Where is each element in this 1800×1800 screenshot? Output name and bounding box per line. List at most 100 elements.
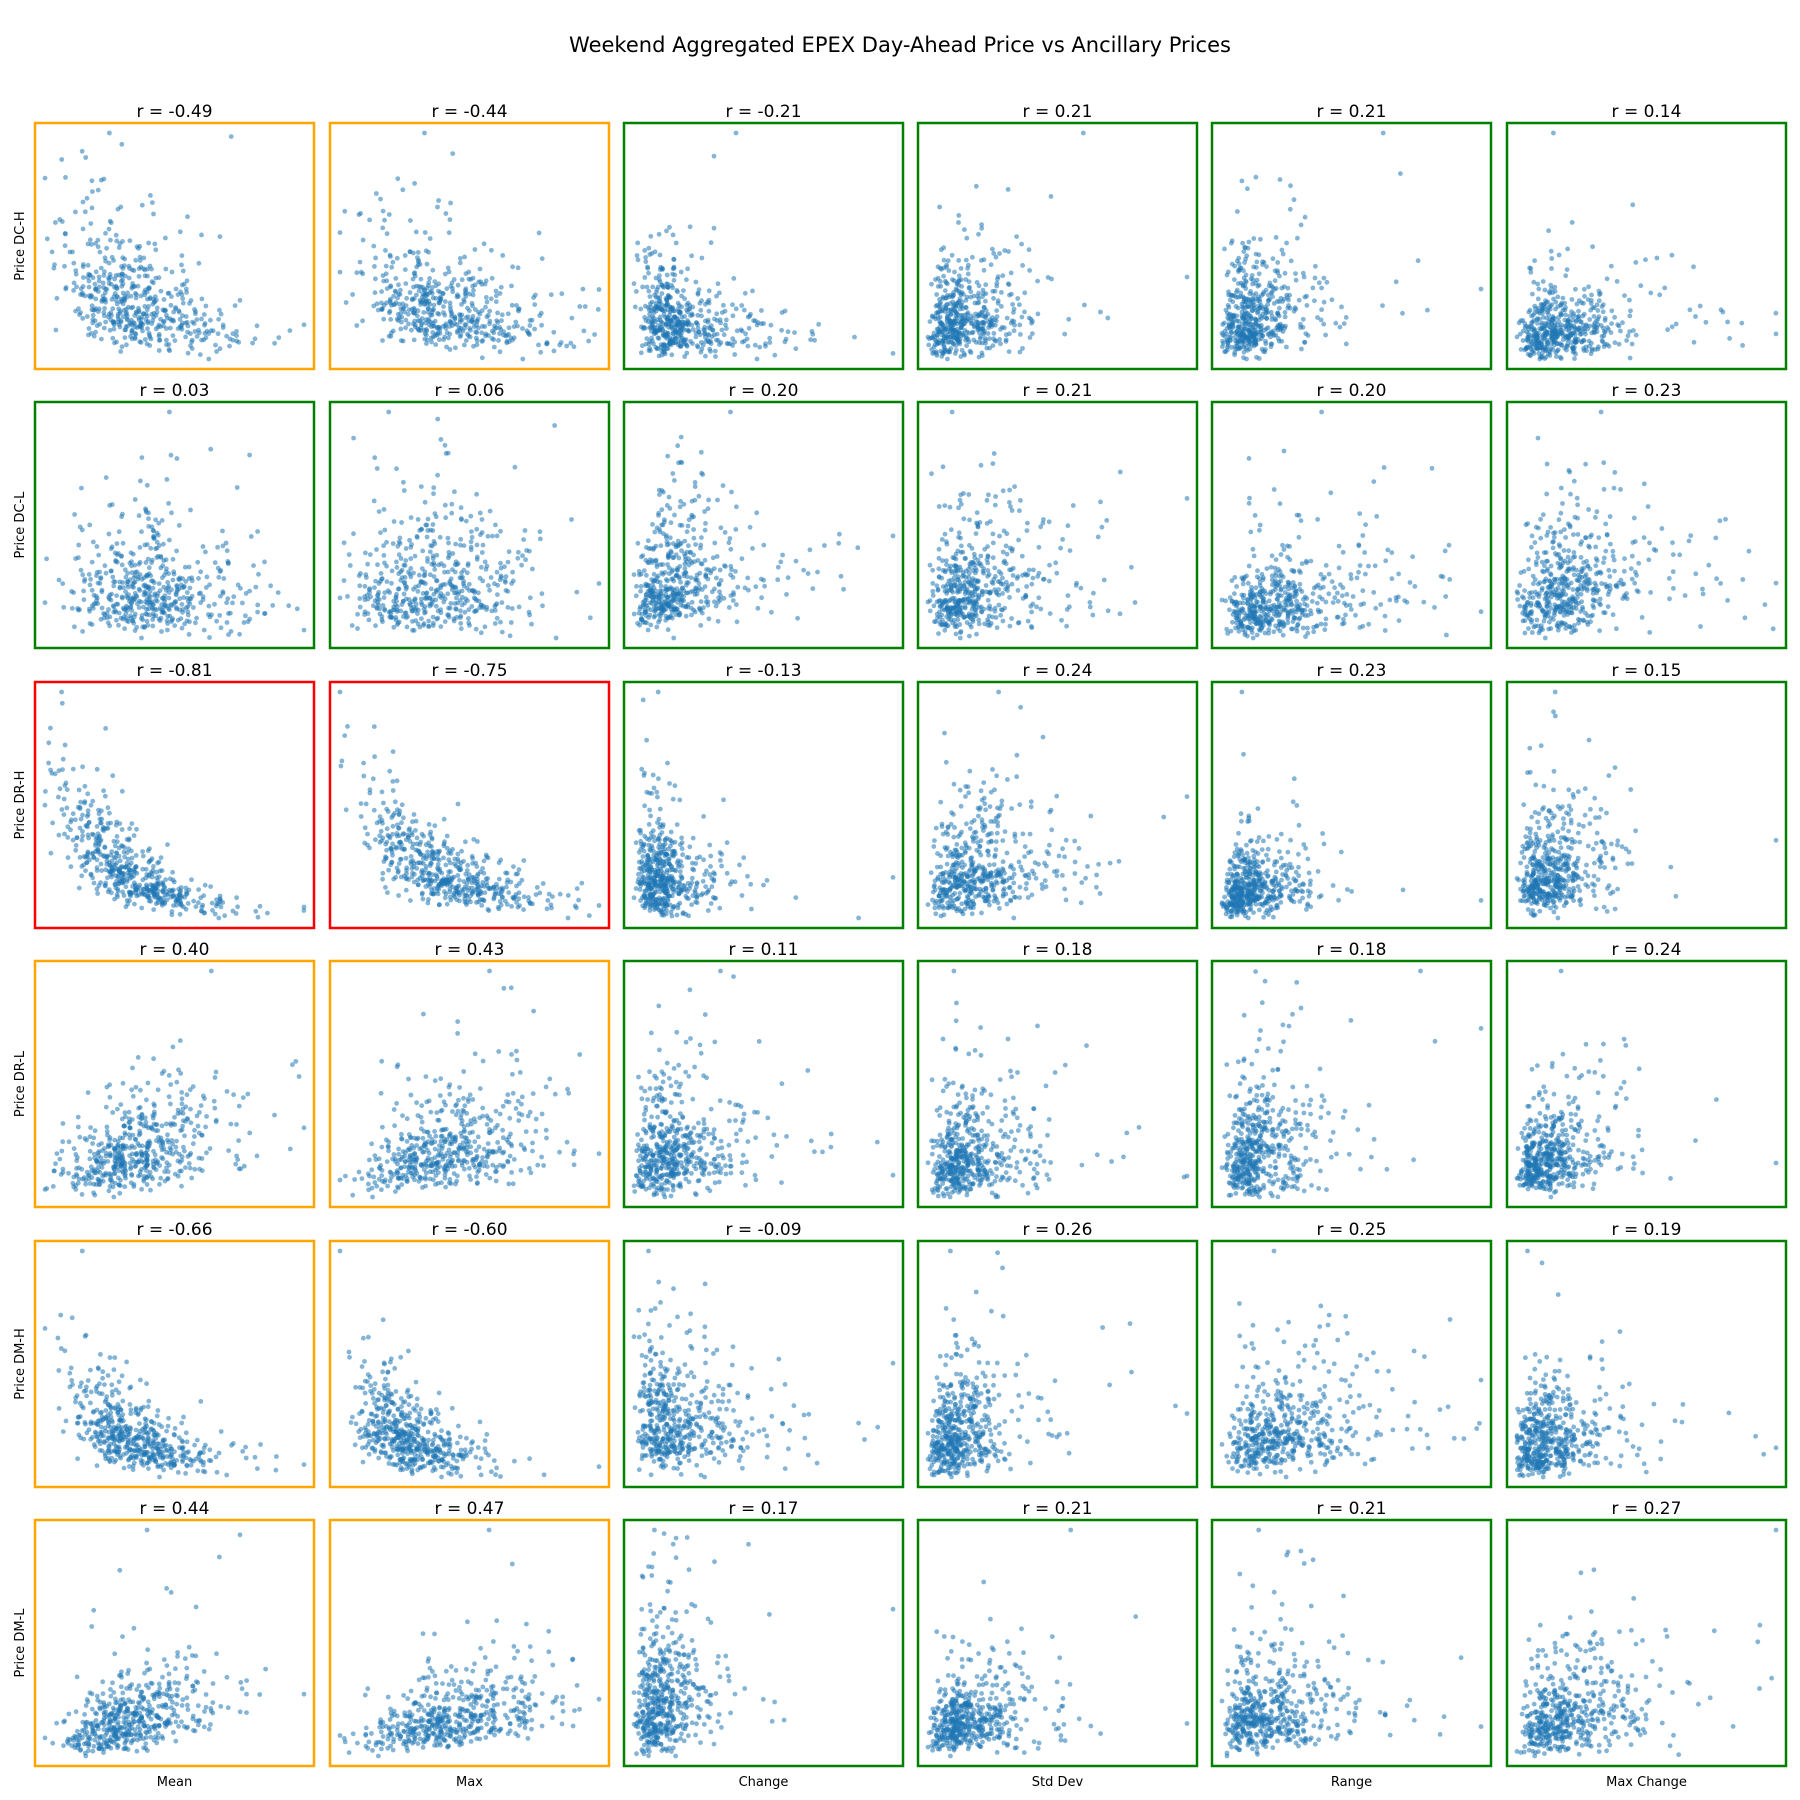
scatter-point [150, 617, 155, 622]
scatter-point [643, 259, 648, 264]
scatter-point [176, 577, 181, 582]
scatter-point [236, 583, 241, 588]
scatter-point [147, 343, 152, 348]
scatter-point [1082, 303, 1087, 308]
scatter-point [1253, 331, 1258, 336]
scatter-point [668, 587, 673, 592]
scatter-point [400, 575, 405, 580]
scatter-point [510, 264, 515, 269]
scatter-point [498, 291, 503, 296]
scatter-point [93, 330, 98, 335]
scatter-point [684, 614, 689, 619]
scatter-point [1053, 560, 1058, 565]
scatter-point [1278, 177, 1283, 182]
scatter-point [87, 285, 92, 290]
scatter-point [986, 598, 991, 603]
scatter-point [659, 307, 664, 312]
scatter-point [197, 261, 202, 266]
scatter-point [447, 230, 452, 235]
scatter-point [115, 602, 120, 607]
scatter-point [1311, 286, 1316, 291]
scatter-point [755, 323, 760, 328]
scatter-point [1571, 323, 1576, 328]
scatter-point [270, 603, 275, 608]
scatter-point [967, 634, 972, 639]
scatter-point [97, 322, 102, 327]
scatter-point [649, 589, 654, 594]
scatter-point [949, 613, 954, 618]
scatter-point [991, 461, 996, 466]
scatter-point [500, 600, 505, 605]
scatter-point [690, 499, 695, 504]
scatter-point [1655, 256, 1660, 261]
scatter-point [426, 280, 431, 285]
scatter-point [191, 605, 196, 610]
scatter-point [642, 275, 647, 280]
scatter-point [161, 324, 166, 329]
scatter-point [215, 545, 220, 550]
scatter-point [176, 308, 181, 313]
scatter-point [700, 472, 705, 477]
scatter-point [90, 189, 95, 194]
scatter-point [648, 623, 653, 628]
scatter-point [1275, 270, 1280, 275]
scatter-point [458, 256, 463, 261]
scatter-point [466, 270, 471, 275]
scatter-point [994, 318, 999, 323]
scatter-point [1006, 187, 1011, 192]
scatter-point [404, 615, 409, 620]
scatter-point [982, 305, 987, 310]
panel-grid: Price DC-Hr = -0.49 r = -0.44 r = -0.21 r =… [13, 102, 1786, 1790]
scatter-point [394, 466, 399, 471]
scatter-point [644, 336, 649, 341]
scatter-point [488, 509, 493, 514]
scatter-point [458, 261, 463, 266]
scatter-point [1342, 321, 1347, 326]
scatter-point [1552, 285, 1557, 290]
scatter-point [362, 594, 367, 599]
scatter-point [959, 323, 964, 328]
scatter-point [931, 593, 936, 598]
scatter-point [498, 349, 503, 354]
scatter-point [692, 536, 697, 541]
scatter-point [1557, 253, 1562, 258]
scatter-point [396, 282, 401, 287]
scatter-point [1562, 318, 1567, 323]
scatter-point [662, 608, 667, 613]
scatter-point [431, 522, 436, 527]
scatter-point [139, 294, 144, 299]
scatter-point [401, 480, 406, 485]
scatter-point [388, 609, 393, 614]
scatter-point [1529, 327, 1534, 332]
scatter-point [695, 573, 700, 578]
scatter-point [125, 571, 130, 576]
scatter-point [940, 537, 945, 542]
scatter-point [1104, 518, 1109, 523]
scatter-point [1017, 323, 1022, 328]
scatter-point [458, 537, 463, 542]
scatter-point [479, 330, 484, 335]
scatter-point [360, 318, 365, 323]
scatter-point [189, 340, 194, 345]
scatter-point [88, 237, 93, 242]
scatter-point [1283, 310, 1288, 315]
scatter-point [255, 323, 260, 328]
scatter-point [727, 540, 732, 545]
scatter-point [1074, 583, 1079, 588]
scatter-point [85, 314, 90, 319]
scatter-point [1612, 315, 1617, 320]
scatter-point [669, 520, 674, 525]
scatter-point [532, 327, 537, 332]
scatter-point [441, 310, 446, 315]
scatter-point [459, 302, 464, 307]
scatter-point [958, 636, 963, 641]
scatter-point [687, 329, 692, 334]
scatter-point [423, 596, 428, 601]
scatter-point [570, 316, 575, 321]
scatter-point [486, 313, 491, 318]
scatter-point [459, 576, 464, 581]
scatter-point [60, 219, 65, 224]
scatter-point [432, 541, 437, 546]
scatter-point [1236, 256, 1241, 261]
scatter-point [152, 242, 157, 247]
